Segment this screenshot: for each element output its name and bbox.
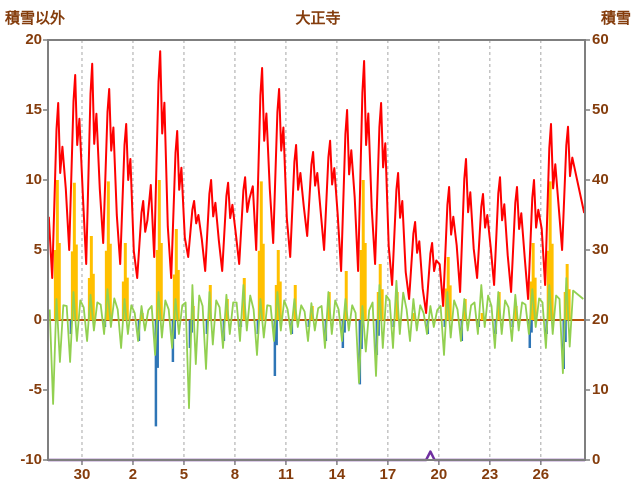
chart-title: 大正寺 [295,10,341,27]
x-axis-tick-label: 26 [532,466,550,483]
plot-area [43,39,590,465]
y-axis-left-tick-label: -10 [20,451,42,468]
y-axis-right-tick-label: 0 [592,451,601,468]
y-axis-left-tick-label: 20 [25,31,42,48]
x-axis-tick-label: 11 [277,466,294,483]
y-axis-right-tick-label: 50 [592,101,609,118]
x-axis-tick-label: 23 [481,466,499,483]
x-axis-tick-label: 30 [73,466,91,483]
y-axis-left-tick-label: -5 [28,381,42,398]
x-axis-tick-label: 5 [179,466,189,483]
y-axis-right-tick-label: 40 [592,171,609,188]
right-axis-title: 積雪 [600,10,631,27]
x-axis-tick-label: 2 [128,466,138,483]
x-axis-tick-label: 8 [230,466,240,483]
y-axis-right-tick-label: 20 [592,311,609,328]
y-axis-left-tick-label: 15 [25,101,42,118]
left-axis-title: 積雪以外 [5,10,66,27]
y-axis-right-tick-label: 30 [592,241,609,258]
x-axis-tick-label: 17 [379,466,397,483]
y-axis-left-tick-label: 5 [33,241,42,258]
y-axis-right-tick-label: 60 [592,31,609,48]
y-axis-right-tick-label: 10 [592,381,609,398]
x-axis-tick-label: 20 [430,466,448,483]
y-axis-left-tick-label: 10 [25,171,42,188]
y-axis-left-tick-label: 0 [33,311,42,328]
x-axis-tick-label: 14 [328,466,346,483]
